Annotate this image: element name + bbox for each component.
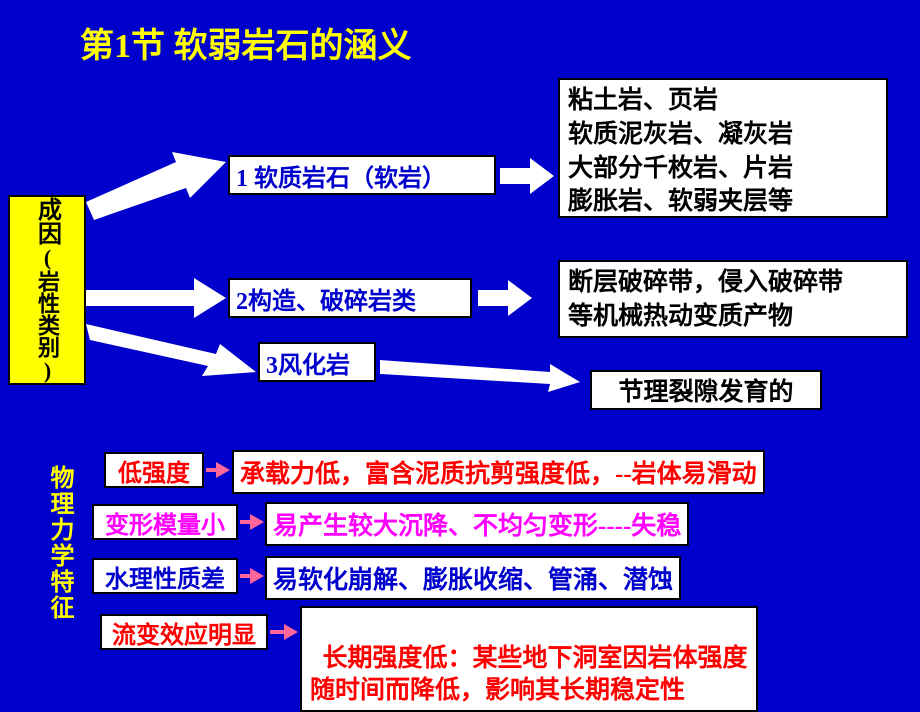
arrow-prop1 <box>206 462 230 478</box>
prop-3-label-text: 水理性质差 <box>105 559 225 594</box>
category-1-text: 1 软质岩石（软岩） <box>236 158 446 193</box>
arrow-cause-to-cat1 <box>86 150 228 220</box>
prop-2-desc-text: 易产生较大沉降、不均匀变形----失稳 <box>273 513 681 540</box>
slide-title: 第1节 软弱岩石的涵义 <box>80 18 412 67</box>
arrow-cat3-desc <box>380 352 580 392</box>
arrow-prop4 <box>270 624 298 640</box>
prop-2-label: 变形模量小 <box>92 504 238 540</box>
category-1-box: 1 软质岩石（软岩） <box>228 155 496 195</box>
category-3-box: 3风化岩 <box>258 342 376 382</box>
arrow-cat1-desc <box>500 158 554 194</box>
prop-3-desc: 易软化崩解、膨胀收缩、管涌、潜蚀 <box>265 556 681 600</box>
cause-category-box: 成因 (岩性类别) <box>8 195 86 385</box>
category-2-box: 2构造、破碎岩类 <box>228 278 472 318</box>
prop-3-desc-text: 易软化崩解、膨胀收缩、管涌、潜蚀 <box>273 567 673 594</box>
desc-2-box: 断层破碎带，侵入破碎带 等机械热动变质产物 <box>558 260 908 338</box>
prop-1-label: 低强度 <box>104 452 204 488</box>
arrow-prop2 <box>240 514 264 530</box>
prop-2-desc: 易产生较大沉降、不均匀变形----失稳 <box>265 502 689 546</box>
desc-3-box: 节理裂隙发育的 <box>590 370 822 410</box>
arrow-cause-to-cat3 <box>86 320 258 384</box>
prop-1-desc: 承载力低，富含泥质抗剪强度低，--岩体易滑动 <box>232 450 765 494</box>
prop-4-label: 流变效应明显 <box>100 614 268 650</box>
category-3-text: 3风化岩 <box>266 345 350 380</box>
desc-1-text: 粘土岩、页岩 软质泥灰岩、凝灰岩 大部分千枚岩、片岩 膨胀岩、软弱夹层等 <box>568 84 793 219</box>
arrow-cause-to-cat2 <box>86 276 228 320</box>
prop-1-label-text: 低强度 <box>118 453 190 488</box>
desc-2-text: 断层破碎带，侵入破碎带 等机械热动变质产物 <box>568 266 843 334</box>
prop-4-label-text: 流变效应明显 <box>112 615 256 650</box>
prop-4-desc: 长期强度低：某些地下洞室因岩体强度 随时间而降低，影响其长期稳定性 <box>300 606 758 712</box>
arrow-cat2-desc <box>478 280 532 316</box>
physical-characteristics-label: 物理力学特征 <box>42 465 77 621</box>
desc-3-text: 节理裂隙发育的 <box>618 372 793 408</box>
prop-2-label-text: 变形模量小 <box>105 505 225 540</box>
prop-1-desc-text: 承载力低，富含泥质抗剪强度低，--岩体易滑动 <box>240 461 757 488</box>
prop-4-desc-text: 长期强度低：某些地下洞室因岩体强度 随时间而降低，影响其长期稳定性 <box>310 645 748 703</box>
cause-main: 成因 <box>30 197 65 245</box>
arrow-prop3 <box>240 568 264 584</box>
desc-1-box: 粘土岩、页岩 软质泥灰岩、凝灰岩 大部分千枚岩、片岩 膨胀岩、软弱夹层等 <box>558 78 888 218</box>
cause-sub: (岩性类别) <box>31 245 63 383</box>
category-2-text: 2构造、破碎岩类 <box>236 281 416 316</box>
prop-3-label: 水理性质差 <box>92 558 238 594</box>
